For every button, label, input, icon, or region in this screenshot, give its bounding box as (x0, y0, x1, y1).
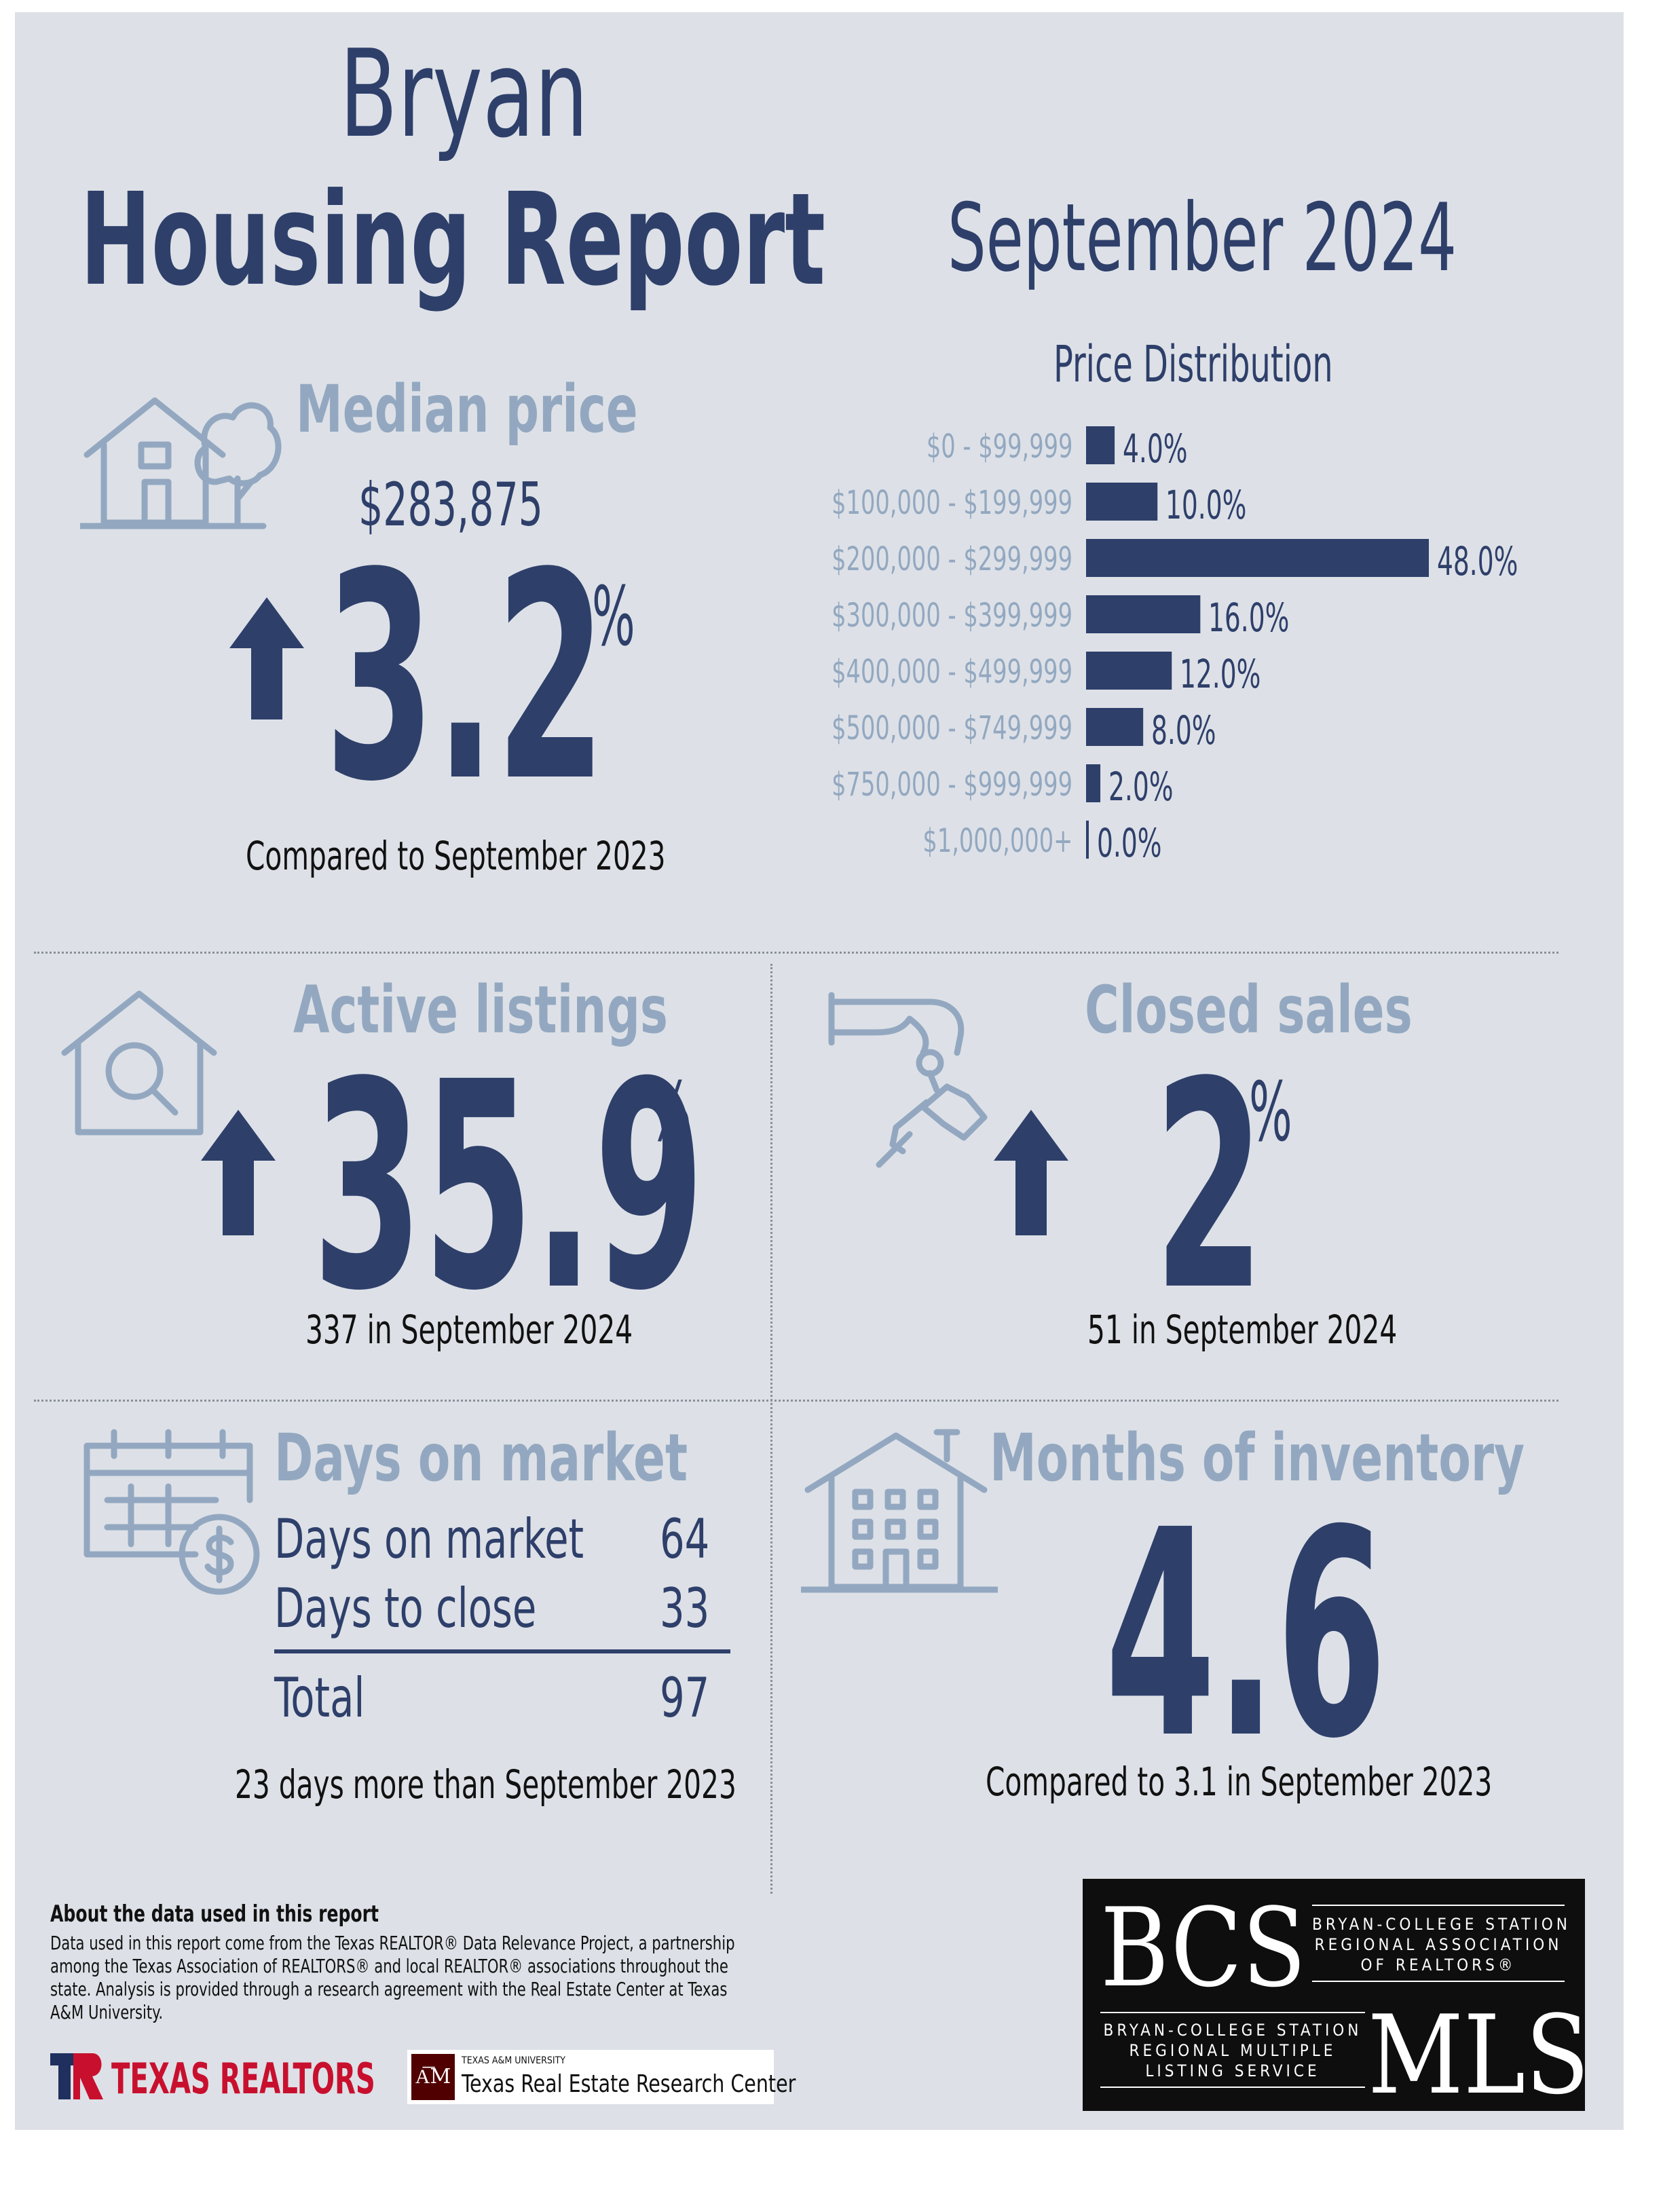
closed-sales-change: 2 (1154, 1022, 1265, 1353)
calendar-dollar-icon (83, 1429, 260, 1595)
tamu-university-text: TEXAS A&M UNIVERSITY (462, 2055, 565, 2066)
tamu-center-text: Texas Real Estate Research Center (462, 2070, 796, 2098)
months-inventory-heading: Months of inventory (990, 1420, 1525, 1496)
dom-row-value: 64 (660, 1508, 710, 1571)
active-listings-change: 35.9 (312, 1022, 705, 1353)
median-price-caption: Compared to September 2023 (246, 833, 666, 879)
about-data-text: Data used in this report come from the T… (50, 1932, 735, 2023)
divider-middle (34, 1400, 1558, 1402)
texas-realtors-logo: TEXAS REALTORS (50, 2050, 390, 2104)
active-listings-caption: 337 in September 2024 (305, 1307, 633, 1353)
dom-row-days-on-market: Days on market (274, 1512, 661, 1567)
chart-value-label: 4.0% (1123, 426, 1188, 472)
chart-bar (1086, 426, 1115, 464)
about-data-title: About the data used in this report (50, 1901, 379, 1928)
chart-bar (1086, 821, 1089, 859)
chart-value-label: 8.0% (1151, 707, 1216, 753)
mls-rule (1100, 2087, 1365, 2088)
median-price-change: 3.2 (324, 512, 607, 844)
closed-sales-heading: Closed sales (1085, 972, 1413, 1048)
bcs-mark: BCS (1100, 1884, 1307, 2011)
days-on-market-heading: Days on market (274, 1420, 688, 1496)
chart-bar (1086, 652, 1172, 690)
divider-top (34, 952, 1558, 954)
chart-bar (1086, 595, 1201, 633)
chart-value-labels: 4.0% 10.0% 48.0% 16.0% 12.0% 8.0% 2.0% 0.0% (1086, 407, 1582, 869)
closed-sales-pct-sign: % (1249, 1066, 1292, 1160)
dom-row-label: Days on market (274, 1508, 584, 1571)
bcs-assoc-line: REGIONAL ASSOCIATION (1314, 1935, 1563, 1954)
bcs-assoc-line: BRYAN-COLLEGE STATION (1312, 1915, 1571, 1934)
chart-value-label: 48.0% (1437, 538, 1518, 584)
chart-value-label: 10.0% (1165, 482, 1247, 528)
chart-category-label: $500,000 - $749,999 (832, 709, 1072, 747)
chart-bar (1086, 539, 1429, 577)
page-title-city: Bryan (339, 24, 589, 164)
chart-category-label: $0 - $99,999 (926, 428, 1072, 466)
report-month: September 2024 (948, 183, 1457, 293)
months-inventory-value: 4.6 (1105, 1470, 1387, 1801)
mls-service-line: LISTING SERVICE (1145, 2061, 1320, 2080)
dom-total-rule (274, 1649, 730, 1653)
chart-value-label: 2.0% (1108, 764, 1174, 810)
arrow-up-icon (201, 1110, 276, 1235)
closed-sales-caption: 51 in September 2024 (1087, 1307, 1398, 1353)
house-search-icon (61, 990, 217, 1136)
bcs-assoc-line: OF REALTORS® (1360, 1956, 1516, 1975)
months-inventory-caption: Compared to 3.1 in September 2023 (986, 1759, 1493, 1805)
chart-value-label: 12.0% (1180, 651, 1261, 697)
arrow-up-icon (994, 1110, 1068, 1235)
dom-total-value: 97 (660, 1666, 710, 1729)
chart-bar (1086, 483, 1158, 521)
dom-row-days-to-close: Days to close (274, 1582, 602, 1636)
chart-value-label: 0.0% (1097, 820, 1162, 866)
bcs-mls-logo: BCS BRYAN-COLLEGE STATION REGIONAL ASSOC… (1083, 1879, 1590, 2111)
page-title-report: Housing Report (80, 166, 826, 314)
chart-bar (1086, 764, 1101, 802)
tamu-research-center-logo: A͞M TEXAS A&M UNIVERSITY Texas Real Esta… (407, 2050, 796, 2104)
mls-mark: MLS (1368, 1991, 1590, 2118)
dom-row-value: 33 (660, 1577, 710, 1640)
days-on-market-caption: 23 days more than September 2023 (235, 1761, 736, 1808)
mls-service-line: REGIONAL MULTIPLE (1129, 2041, 1337, 2060)
arrow-up-icon (229, 597, 304, 719)
chart-value-label: 16.0% (1208, 595, 1290, 641)
texas-realtors-mark-icon (50, 2053, 103, 2099)
mls-rule (1100, 2012, 1365, 2013)
dom-total-label: Total (274, 1666, 365, 1729)
tamu-mark-icon: A͞M (411, 2054, 455, 2100)
report-sheet (15, 12, 1624, 2130)
house-tree-icon (80, 397, 282, 529)
chart-category-label: $300,000 - $399,999 (832, 597, 1072, 635)
chart-category-label: $750,000 - $999,999 (832, 766, 1072, 804)
dom-row-total: Total (274, 1671, 388, 1725)
active-listings-pct-sign: % (648, 1066, 692, 1160)
chart-category-label: $1,000,000+ (922, 822, 1072, 860)
chart-category-label: $100,000 - $199,999 (832, 484, 1072, 522)
chart-bar (1086, 708, 1144, 746)
hand-keys-icon (828, 992, 988, 1168)
apartment-building-icon (801, 1429, 998, 1593)
bcs-rule (1312, 1981, 1565, 1982)
bcs-assoc-text: BRYAN-COLLEGE STATION REGIONAL ASSOCIATI… (1312, 1914, 1571, 1975)
texas-realtors-text: TEXAS REALTORS (111, 2054, 375, 2103)
chart-category-labels: $0 - $99,999 $100,000 - $199,999 $200,000 … (679, 407, 1072, 869)
dom-row-label: Days to close (274, 1577, 537, 1640)
active-listings-heading: Active listings (293, 972, 669, 1048)
median-price-pct-sign: % (592, 570, 635, 665)
chart-category-label: $400,000 - $499,999 (832, 653, 1072, 691)
mls-service-line: BRYAN-COLLEGE STATION (1103, 2021, 1362, 2040)
chart-title: Price Distribution (1053, 335, 1333, 394)
median-price-heading: Median price (296, 371, 638, 447)
chart-category-label: $200,000 - $299,999 (832, 540, 1072, 578)
bcs-rule (1312, 1905, 1565, 1906)
median-price-value: $283,875 (358, 470, 543, 540)
chart-bars (1086, 426, 1429, 859)
divider-vertical (770, 964, 772, 1894)
mls-service-text: BRYAN-COLLEGE STATION REGIONAL MULTIPLE … (1100, 2020, 1365, 2081)
